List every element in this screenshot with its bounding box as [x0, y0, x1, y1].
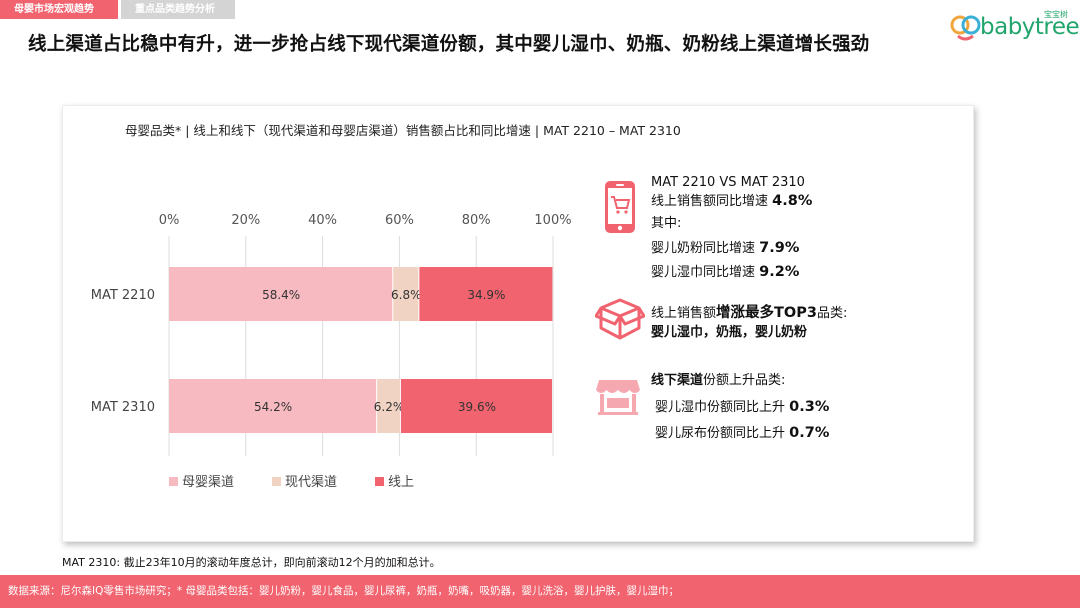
wipes-share-label: 婴儿湿巾份额同比上升 [655, 400, 790, 415]
footer-bar: 数据来源：尼尔森IQ零售市场研究；* 母婴品类包括：婴儿奶粉，婴儿食品，婴儿尿裤… [0, 575, 1080, 608]
offline-share-label-bold: 线下渠道 [651, 373, 704, 388]
logo-mark-icon [950, 15, 981, 41]
formula-growth-value: 7.9% [759, 240, 800, 256]
top3-row: 线上销售额增涨最多TOP3品类: [651, 304, 847, 324]
legend-swatch [272, 477, 281, 486]
data-label: 34.9% [467, 288, 505, 302]
wipes-growth-value: 9.2% [759, 264, 800, 280]
legend-label: 母婴渠道 [182, 475, 234, 490]
online-growth-value: 4.8% [772, 193, 813, 209]
data-label: 6.8% [391, 288, 422, 302]
offline-share-panel: 线下渠道份额上升品类: 婴儿湿巾份额同比上升 0.3% 婴儿尿布份额同比上升 0… [651, 371, 829, 449]
x-tick-label: 60% [385, 213, 414, 228]
x-tick-label: 80% [462, 213, 491, 228]
x-tick-label: 0% [159, 213, 180, 228]
y-category-label: MAT 2210 [91, 288, 155, 303]
bar-segment [419, 267, 553, 321]
mobile-cart-icon [605, 181, 635, 233]
wipes-share-row: 婴儿湿巾份额同比上升 0.3% [651, 393, 829, 421]
section-tabs: 母婴市场宏观趋势 重点品类趋势分析 [0, 0, 235, 19]
logo-text: babytree [980, 14, 1080, 40]
x-tick-label: 40% [308, 213, 337, 228]
tab-market-macro-trends[interactable]: 母婴市场宏观趋势 [0, 0, 118, 19]
among-label: 其中: [651, 216, 682, 231]
logo-cn-text: 宝宝树 [1044, 10, 1068, 19]
diaper-share-label: 婴儿尿布份额同比上升 [655, 426, 790, 441]
y-category-label: MAT 2310 [91, 400, 155, 415]
x-tick-label: 20% [231, 213, 260, 228]
bar-segment [377, 379, 400, 433]
compare-period-label: MAT 2210 VS MAT 2310 [651, 175, 805, 190]
legend-swatch [169, 477, 178, 486]
online-growth-label: 线上销售额同比增速 [651, 194, 773, 209]
data-label: 39.6% [458, 400, 496, 414]
x-tick-label: 100% [534, 213, 571, 228]
babytree-logo: babytree 宝宝树 [950, 8, 1080, 44]
data-label: 54.2% [254, 400, 292, 414]
diaper-share-row: 婴儿尿布份额同比上升 0.7% [651, 421, 829, 449]
footer-source-text: 数据来源：尼尔森IQ零售市场研究；* 母婴品类包括：婴儿奶粉，婴儿食品，婴儿尿裤… [8, 585, 679, 597]
bar-segment [169, 379, 377, 433]
chart-title: 母婴品类* | 线上和线下（现代渠道和母婴店渠道）销售额占比和同比增速 | MA… [125, 123, 681, 138]
offline-share-label-post: 份额上升品类: [703, 373, 786, 388]
page-title: 线上渠道占比稳中有升，进一步抢占线下现代渠道份额，其中婴儿湿巾、奶瓶、奶粉线上渠… [28, 34, 870, 55]
online-growth-row: 线上销售额同比增速 4.8% [651, 192, 812, 212]
store-icon [596, 380, 640, 415]
diaper-share-value: 0.7% [789, 425, 830, 441]
box-icon [595, 298, 645, 340]
online-growth-panel: MAT 2210 VS MAT 2310 线上销售额同比增速 4.8% 其中: … [651, 174, 812, 284]
legend-label: 现代渠道 [285, 475, 337, 490]
legend-label: 线上 [388, 475, 414, 490]
top3-categories: 婴儿湿巾，奶瓶，婴儿奶粉 [651, 325, 808, 340]
bar-segment [393, 267, 419, 321]
wipes-growth-label: 婴儿湿巾同比增速 [651, 265, 760, 280]
chart-card: 母婴品类* | 线上和线下（现代渠道和母婴店渠道）销售额占比和同比增速 | MA… [62, 105, 974, 542]
data-label: 6.2% [374, 400, 405, 414]
offline-share-row: 线下渠道份额上升品类: [651, 371, 829, 393]
stacked-bar-chart: 0% 20% 40% 60% 80% 100% MAT 2210 58.4% 6.8% 34.9%… [91, 213, 572, 490]
formula-growth-row: 婴儿奶粉同比增速 7.9% [651, 236, 812, 260]
wipes-share-value: 0.3% [789, 399, 830, 415]
legend-swatch [375, 477, 384, 486]
wipes-growth-row: 婴儿湿巾同比增速 9.2% [651, 260, 812, 284]
top3-label-bold: 增涨最多TOP3 [716, 305, 817, 321]
top3-label-pre: 线上销售额 [651, 306, 717, 321]
tab-category-trend-analysis[interactable]: 重点品类趋势分析 [121, 0, 235, 19]
data-label: 58.4% [262, 288, 300, 302]
bar-segment [400, 379, 552, 433]
footnote: MAT 2310: 截止23年10月的滚动年度总计，即向前滚动12个月的加和总计… [62, 556, 441, 569]
top3-panel: 线上销售额增涨最多TOP3品类: 婴儿湿巾，奶瓶，婴儿奶粉 [651, 304, 847, 342]
bar-segment [169, 267, 393, 321]
formula-growth-label: 婴儿奶粉同比增速 [651, 241, 760, 256]
top3-label-post: 品类: [816, 306, 848, 321]
